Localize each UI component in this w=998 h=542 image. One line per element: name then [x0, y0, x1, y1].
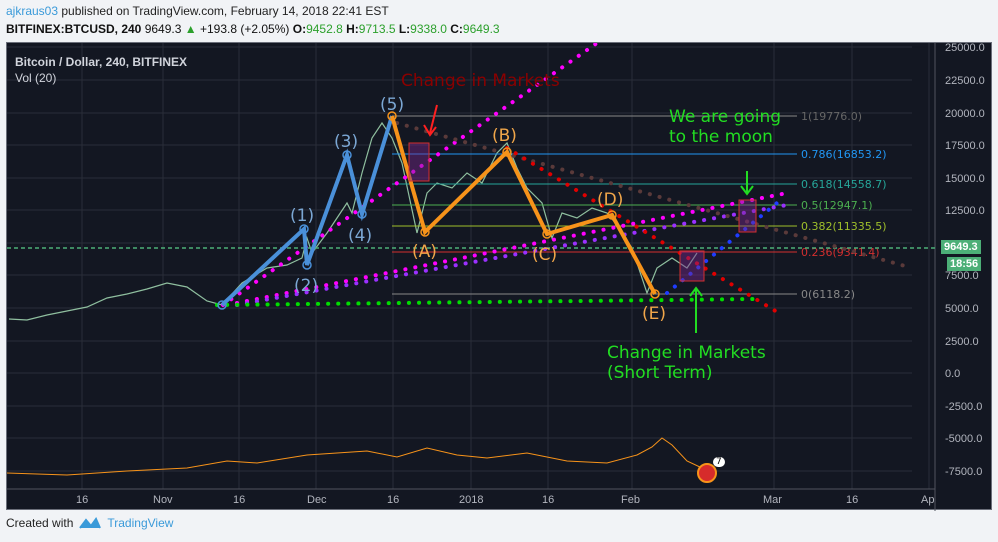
svg-text:Ap: Ap [921, 494, 934, 506]
last-price: 9649.3 [144, 22, 182, 36]
close-value: 9649.3 [462, 22, 500, 36]
svg-text:16: 16 [387, 494, 399, 506]
svg-text:(5): (5) [380, 95, 404, 115]
close-label: C: [450, 22, 463, 36]
price-change: +193.8 (+2.05%) [199, 22, 290, 36]
svg-text:-5000.0: -5000.0 [945, 433, 982, 445]
svg-text:Nov: Nov [153, 494, 173, 506]
svg-text:7500.0: 7500.0 [945, 270, 979, 282]
last-price-label: 9649.3 [941, 240, 981, 254]
symbol: BITFINEX:BTCUSD, 240 [6, 22, 142, 36]
svg-text:Feb: Feb [621, 494, 640, 506]
footer: Created with TradingView [6, 516, 173, 530]
svg-text:0.382(11335.5): 0.382(11335.5) [801, 220, 887, 233]
svg-text:1(19776.0): 1(19776.0) [801, 110, 862, 123]
annotation-moon-line1: We are going [669, 107, 782, 127]
svg-text:0.0: 0.0 [945, 368, 960, 380]
annotation-moon-line2: to the moon [669, 127, 773, 147]
annotation-moon[interactable]: We are going to the moon [669, 107, 781, 147]
svg-text:0.786(16853.2): 0.786(16853.2) [801, 148, 887, 161]
svg-text:2500.0: 2500.0 [945, 336, 979, 348]
svg-text:15000.0: 15000.0 [945, 173, 985, 185]
svg-text:22500.0: 22500.0 [945, 75, 985, 87]
svg-text:(B): (B) [492, 126, 517, 146]
symbol-info: BITFINEX:BTCUSD, 240 9649.3 ▲ +193.8 (+2… [6, 22, 500, 36]
svg-text:(D): (D) [597, 190, 623, 210]
svg-text:16: 16 [542, 494, 554, 506]
svg-text:16: 16 [76, 494, 88, 506]
chart-canvas[interactable]: 1(19776.0) 0.786(16853.2) 0.618(14558.7)… [7, 43, 993, 511]
svg-text:-2500.0: -2500.0 [945, 401, 982, 413]
low-label: L: [398, 22, 411, 36]
svg-text:16: 16 [233, 494, 245, 506]
flag-badge[interactable]: 7 [713, 457, 725, 467]
svg-text:12500.0: 12500.0 [945, 205, 985, 217]
svg-text:25000.0: 25000.0 [945, 43, 985, 54]
svg-text:5000.0: 5000.0 [945, 303, 979, 315]
chart-panel[interactable]: 1(19776.0) 0.786(16853.2) 0.618(14558.7)… [6, 42, 993, 511]
up-arrow-icon: ▲ [184, 22, 197, 36]
high-label: H: [346, 22, 359, 36]
svg-text:(2): (2) [294, 276, 318, 296]
svg-text:0(6118.2): 0(6118.2) [801, 288, 855, 301]
svg-text:(3): (3) [334, 132, 358, 152]
svg-text:Dec: Dec [307, 494, 327, 506]
tradingview-link[interactable]: TradingView [107, 516, 174, 530]
tradingview-logo-icon [79, 516, 102, 529]
svg-text:20000.0: 20000.0 [945, 108, 985, 120]
countdown-label: 18:56 [947, 257, 982, 271]
publish-info: ajkraus03 published on TradingView.com, … [6, 4, 389, 18]
volume-legend[interactable]: Vol (20) [15, 71, 57, 85]
created-with-text: Created with [6, 516, 74, 530]
svg-text:2018: 2018 [459, 494, 483, 506]
svg-text:-7500.0: -7500.0 [945, 466, 982, 478]
annotation-short-term[interactable]: Change in Markets (Short Term) [607, 343, 766, 383]
high-value: 9713.5 [358, 22, 396, 36]
svg-text:0.5(12947.1): 0.5(12947.1) [801, 199, 873, 212]
chart-title: Bitcoin / Dollar, 240, BITFINEX [15, 55, 188, 69]
open-label: O: [292, 22, 307, 36]
svg-text:(A): (A) [412, 242, 437, 262]
svg-text:(1): (1) [290, 206, 314, 226]
open-value: 9452.8 [306, 22, 343, 36]
svg-text:16: 16 [846, 494, 858, 506]
svg-text:0.236(9341.4): 0.236(9341.4) [801, 246, 880, 259]
svg-text:0.618(14558.7): 0.618(14558.7) [801, 178, 887, 191]
annotation-change-markets[interactable]: Change in Markets [401, 71, 560, 91]
annotation-short-line2: (Short Term) [607, 363, 713, 383]
svg-text:(E): (E) [642, 304, 666, 324]
author-link[interactable]: ajkraus03 [6, 4, 59, 18]
svg-text:Mar: Mar [763, 494, 782, 506]
low-value: 9338.0 [410, 22, 447, 36]
svg-text:17500.0: 17500.0 [945, 140, 985, 152]
publish-text: published on TradingView.com, February 1… [58, 4, 389, 18]
svg-text:(C): (C) [532, 245, 557, 265]
annotation-short-line1: Change in Markets [607, 343, 766, 363]
svg-text:(4): (4) [348, 226, 372, 246]
